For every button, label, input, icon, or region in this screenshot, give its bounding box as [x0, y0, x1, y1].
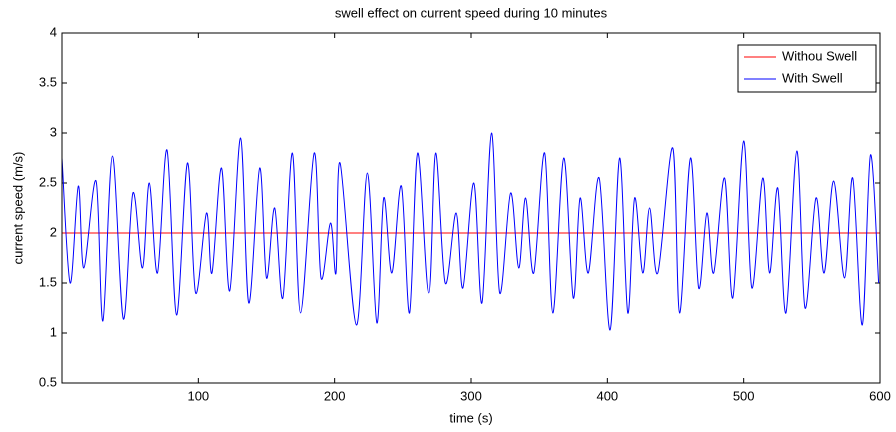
data-line [61, 132, 880, 331]
axes-box [61, 32, 881, 384]
x-tick-label: 100 [187, 388, 209, 403]
y-tick-label: 1 [50, 324, 57, 339]
legend-label: With Swell [782, 70, 843, 85]
legend-label: Withou Swell [782, 48, 857, 63]
y-tick-label: 3.5 [39, 74, 57, 89]
x-tick-label: 400 [596, 388, 618, 403]
x-tick-label: 500 [733, 388, 755, 403]
y-tick-label: 2 [50, 224, 57, 239]
y-tick-label: 0.5 [39, 374, 57, 389]
y-tick-label: 2.5 [39, 174, 57, 189]
chart-title: swell effect on current speed during 10 … [335, 5, 608, 20]
x-tick-label: 300 [460, 388, 482, 403]
y-tick-label: 3 [50, 124, 57, 139]
y-tick-label: 1.5 [39, 274, 57, 289]
legend-box [737, 44, 877, 93]
y-axis-label: current speed (m/s) [10, 152, 25, 265]
x-tick-label: 200 [324, 388, 346, 403]
y-tick-label: 4 [50, 24, 57, 39]
x-tick-label: 600 [869, 388, 891, 403]
x-axis-label: time (s) [449, 410, 492, 425]
